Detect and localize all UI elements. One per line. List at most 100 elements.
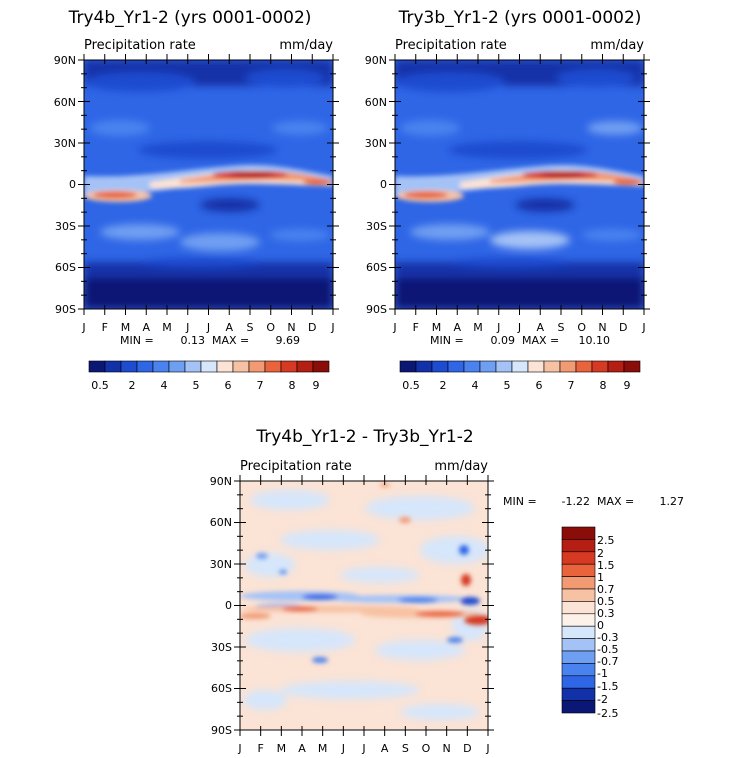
x-month-label: A bbox=[298, 742, 306, 755]
x-month-label: J bbox=[206, 321, 210, 334]
x-month-label: N bbox=[287, 321, 295, 334]
panel-right-ylabel-90n: 90N bbox=[365, 54, 387, 67]
panel-diff-cb-label-10: -0.7 bbox=[597, 655, 618, 668]
x-month-label: A bbox=[225, 321, 233, 334]
x-month-label: J bbox=[485, 742, 489, 755]
panel-left-colorbar bbox=[88, 360, 330, 373]
x-month-label: F bbox=[258, 742, 264, 755]
colorbar-swatch bbox=[575, 360, 593, 373]
x-month-label: J bbox=[361, 742, 365, 755]
colorbar-swatch bbox=[561, 650, 596, 664]
x-month-label: N bbox=[598, 321, 606, 334]
panel-left-cb-label-2: 4 bbox=[161, 379, 168, 392]
panel-left-ylabel-90n: 90N bbox=[54, 54, 76, 67]
panel-left-max-label: MAX = bbox=[212, 334, 249, 347]
x-month-label: D bbox=[463, 742, 471, 755]
colorbar-swatch bbox=[527, 360, 545, 373]
panel-diff-min-label: MIN = bbox=[503, 495, 537, 508]
colorbar-swatch bbox=[280, 360, 298, 373]
panel-right-minmax: MIN = 0.09 MAX = 10.10 bbox=[430, 334, 610, 347]
panel-diff-minmax: MIN = -1.22 MAX = 1.27 bbox=[503, 495, 684, 508]
x-month-label: A bbox=[453, 321, 461, 334]
panel-diff-ylabel-90s: 90S bbox=[211, 724, 232, 737]
panel-right-colorbar bbox=[399, 360, 641, 373]
x-month-label: J bbox=[237, 742, 241, 755]
x-month-label: J bbox=[81, 321, 85, 334]
x-month-label: O bbox=[266, 321, 275, 334]
panel-diff-cb-label-2: 1.5 bbox=[597, 559, 615, 572]
x-month-label: O bbox=[577, 321, 586, 334]
panel-left-max-value: 9.69 bbox=[276, 334, 301, 347]
panel-right-variable: Precipitation rate bbox=[395, 38, 507, 53]
panel-diff-field bbox=[240, 481, 488, 730]
colorbar-swatch bbox=[561, 526, 596, 540]
panel-left-ylabel-0: 0 bbox=[69, 178, 76, 191]
colorbar-swatch bbox=[511, 360, 529, 373]
panel-right-field bbox=[395, 60, 644, 309]
panel-diff-cb-label-1: 2 bbox=[597, 547, 604, 560]
panel-right-cb-label-3: 5 bbox=[504, 379, 511, 392]
panel-right-cb-label-2: 4 bbox=[472, 379, 479, 392]
panel-diff-cb-label-0: 2.5 bbox=[597, 534, 615, 547]
x-month-label: M bbox=[277, 742, 287, 755]
colorbar-swatch bbox=[561, 576, 596, 590]
panel-right-max-value: 10.10 bbox=[579, 334, 611, 347]
x-month-label: S bbox=[558, 321, 565, 334]
panel-right-cb-label-4: 6 bbox=[536, 379, 543, 392]
colorbar-swatch bbox=[495, 360, 513, 373]
panel-left-units: mm/day bbox=[279, 38, 333, 53]
colorbar-swatch bbox=[248, 360, 266, 373]
panel-right-max-label: MAX = bbox=[522, 334, 559, 347]
panel-diff-axis-labels: 90N 60N 30N 0 30S 60S 90S bbox=[210, 475, 232, 737]
x-month-label: D bbox=[619, 321, 627, 334]
colorbar-swatch bbox=[607, 360, 625, 373]
panel-left-colorbar-labels: 0.5 2 4 5 6 7 8 9 bbox=[91, 379, 319, 392]
panel-right-cb-label-7: 9 bbox=[624, 379, 631, 392]
x-month-label: M bbox=[432, 321, 442, 334]
panel-left-ticks bbox=[78, 54, 339, 315]
colorbar-swatch bbox=[591, 360, 609, 373]
colorbar-swatch bbox=[415, 360, 433, 373]
panel-right-min-value: 0.09 bbox=[491, 334, 516, 347]
panel-left-min-label: MIN = bbox=[120, 334, 154, 347]
panel-left-ylabel-30n: 30N bbox=[54, 137, 76, 150]
panel-diff-ylabel-30n: 30N bbox=[210, 558, 232, 571]
panel-left-variable: Precipitation rate bbox=[84, 38, 196, 53]
colorbar-swatch bbox=[184, 360, 202, 373]
panel-left-cb-label-1: 2 bbox=[129, 379, 136, 392]
panel-right-cb-label-1: 2 bbox=[440, 379, 447, 392]
panel-diff-min-value: -1.22 bbox=[562, 495, 590, 508]
colorbar-swatch bbox=[623, 360, 641, 373]
panel-right-cb-label-5: 7 bbox=[568, 379, 575, 392]
panel-right-ticks bbox=[389, 54, 650, 315]
panel-diff-max-label: MAX = bbox=[597, 495, 634, 508]
panel-diff-ylabel-30s: 30S bbox=[211, 641, 232, 654]
panel-diff-ylabel-60n: 60N bbox=[210, 516, 232, 529]
colorbar-swatch bbox=[168, 360, 186, 373]
panel-diff: Try4b_Yr1-2 - Try3b_Yr1-2 Precipitation … bbox=[210, 427, 684, 755]
x-month-label: M bbox=[162, 321, 172, 334]
x-month-label: M bbox=[473, 321, 483, 334]
colorbar-swatch bbox=[200, 360, 218, 373]
x-month-label: D bbox=[308, 321, 316, 334]
colorbar-swatch bbox=[264, 360, 282, 373]
panel-diff-ylabel-90n: 90N bbox=[210, 475, 232, 488]
panel-left-axis-labels: 90N 60N 30N 0 30S 60S 90S bbox=[54, 54, 76, 316]
x-month-label: O bbox=[422, 742, 431, 755]
x-month-label: J bbox=[392, 321, 396, 334]
panel-right-cb-label-0: 0.5 bbox=[402, 379, 420, 392]
colorbar-swatch bbox=[232, 360, 250, 373]
x-month-label: F bbox=[102, 321, 108, 334]
panel-right-ylabel-0: 0 bbox=[380, 178, 387, 191]
panel-diff-ylabel-60s: 60S bbox=[211, 682, 232, 695]
panel-diff-units: mm/day bbox=[434, 459, 488, 474]
panel-left-minmax: MIN = 0.13 MAX = 9.69 bbox=[120, 334, 300, 347]
panel-left: Try4b_Yr1-2 (yrs 0001-0002) Precipitatio… bbox=[54, 8, 339, 392]
x-month-label: J bbox=[341, 742, 345, 755]
colorbar-swatch bbox=[561, 539, 596, 553]
colorbar-swatch bbox=[152, 360, 170, 373]
colorbar-swatch bbox=[120, 360, 138, 373]
panel-right-axis-labels: 90N 60N 30N 0 30S 60S 90S bbox=[365, 54, 387, 316]
